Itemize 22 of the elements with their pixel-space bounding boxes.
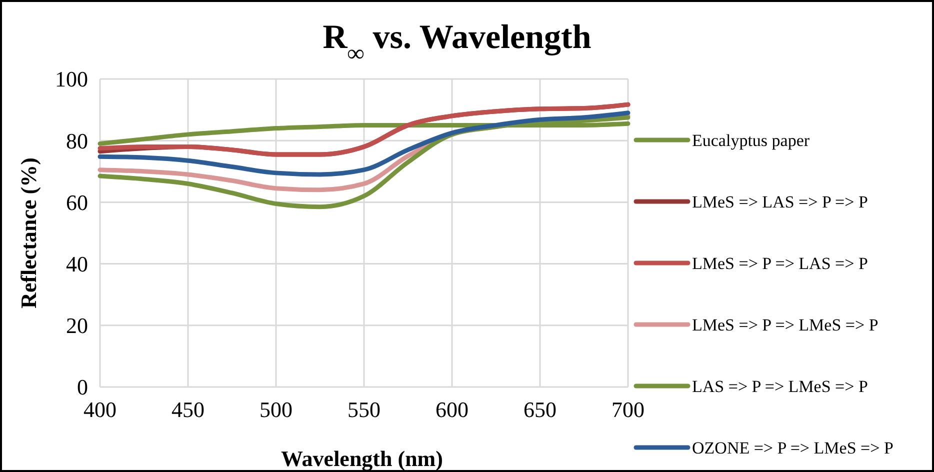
y-tick-label: 20 bbox=[66, 313, 88, 338]
y-tick-label: 60 bbox=[66, 190, 88, 215]
x-tick-label: 450 bbox=[172, 397, 204, 422]
legend-label: LAS => P => LMeS => P bbox=[692, 376, 868, 396]
x-tick-label: 700 bbox=[612, 397, 644, 422]
x-tick-label: 600 bbox=[436, 397, 468, 422]
legend-label: LMeS => P => LMeS => P bbox=[692, 315, 878, 334]
y-tick-label: 80 bbox=[66, 128, 88, 154]
x-tick-label: 550 bbox=[348, 397, 380, 422]
x-axis-title: Wavelength (nm) bbox=[281, 446, 443, 471]
x-tick-label: 400 bbox=[84, 397, 116, 422]
legend-label: Eucalyptus paper bbox=[692, 130, 810, 150]
y-tick-label: 0 bbox=[77, 374, 88, 400]
legend-label: OZONE => P => LMeS => P bbox=[692, 438, 894, 458]
x-tick-label: 650 bbox=[524, 397, 556, 422]
y-axis-title: Reflectance (%) bbox=[16, 158, 41, 308]
x-tick-label: 500 bbox=[260, 397, 292, 422]
y-tick-label: 40 bbox=[66, 252, 88, 276]
chart-title: R$_{∞}$ vs. Wavelength bbox=[322, 19, 592, 67]
legend-label: LMeS => P => LAS => P bbox=[692, 254, 868, 273]
legend-label: LMeS => LAS => P => P bbox=[692, 192, 868, 212]
y-tick-label: 100 bbox=[55, 66, 88, 92]
